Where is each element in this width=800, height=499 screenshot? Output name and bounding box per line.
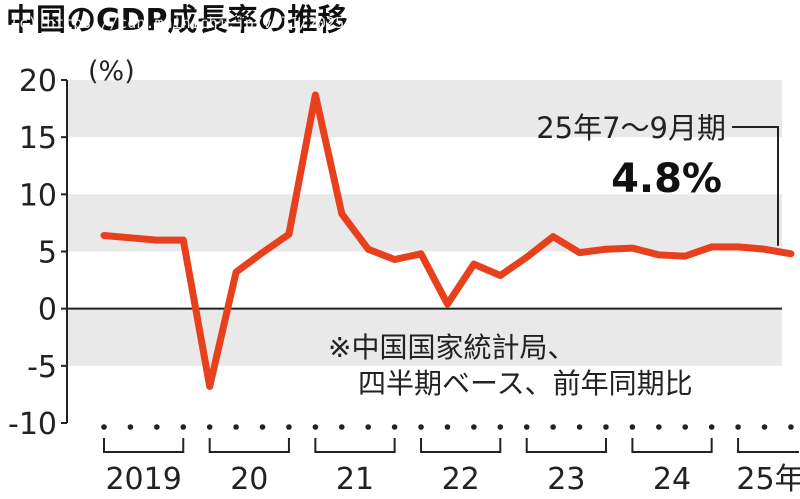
grid-band (67, 80, 782, 138)
x-quarter-dot (788, 424, 794, 430)
y-tick-label: -10 (8, 407, 57, 442)
x-quarter-dot (656, 424, 662, 430)
image-credit: (c) https://cdn.mainichi.jp/vol1/2025/10… (10, 14, 678, 32)
data-point (552, 236, 554, 238)
data-point (579, 252, 581, 254)
x-quarter-dot (550, 424, 556, 430)
data-point (737, 246, 739, 248)
x-quarter-dot (312, 424, 319, 430)
annotation-leader (732, 126, 779, 246)
y-tick-label: 0 (38, 293, 57, 328)
data-point (262, 252, 264, 254)
x-quarter-dot (497, 424, 504, 430)
x-year-label: 2019 (105, 462, 181, 497)
x-year-bracket (103, 438, 185, 453)
data-point (314, 94, 316, 96)
x-quarter-dot (523, 424, 530, 430)
x-quarter-dot (576, 424, 583, 430)
x-quarter-dot (735, 424, 741, 430)
data-point (605, 248, 607, 250)
y-tick-label: 5 (38, 236, 57, 271)
x-year-bracket (314, 438, 396, 453)
data-point (764, 248, 765, 250)
x-quarter-dot (233, 424, 239, 430)
x-quarter-dot (471, 424, 477, 430)
source-note-line-2: 四半期ベース、前年同期比 (358, 367, 693, 400)
data-point (790, 253, 792, 255)
x-year-label: 23 (547, 462, 585, 497)
x-quarter-dot (206, 424, 213, 430)
x-quarter-dot (418, 424, 424, 430)
x-quarter-dot (180, 424, 187, 430)
data-point (288, 233, 290, 235)
data-point (156, 239, 158, 241)
chart-title: 中国のGDP成長率の推移 (6, 3, 348, 38)
data-point (341, 213, 343, 215)
data-point (446, 303, 448, 305)
y-tick-label: -5 (27, 350, 57, 385)
x-quarter-dot (603, 424, 609, 430)
x-quarter-dot (286, 424, 292, 430)
x-year-bracket (208, 438, 290, 453)
data-point (182, 239, 184, 241)
y-tick-label: 15 (19, 121, 57, 156)
annotation-value: 4.8% (611, 156, 722, 202)
x-quarter-dot (338, 424, 345, 430)
x-year-bracket (420, 438, 502, 453)
y-axis: 20 15 10 5 0 -5 -10 (8, 64, 782, 442)
x-quarter-dot (444, 424, 451, 430)
x-quarter-dot (761, 424, 768, 430)
x-year-label: 21 (336, 462, 374, 497)
x-quarter-dot (259, 424, 266, 430)
x-year-bracket (631, 438, 713, 453)
data-point (420, 253, 422, 255)
x-quarter-dot (682, 424, 689, 430)
grid-band (67, 308, 782, 366)
source-note-line-1: ※中国国家統計局、 (328, 331, 575, 364)
data-point (129, 237, 131, 239)
data-point (631, 247, 633, 249)
x-quarter-dot (154, 424, 160, 430)
x-axis: 2019 20 21 22 23 24 25年 (101, 424, 800, 497)
x-quarter-dot (127, 424, 134, 430)
latest-value-annotation: 25年7〜9月期 4.8% (536, 111, 779, 246)
x-year-label: 24 (653, 462, 691, 497)
data-point (209, 385, 211, 387)
x-quarter-dot (629, 424, 636, 430)
data-point (499, 275, 501, 277)
x-year-label: 25年 (736, 462, 800, 497)
data-point (684, 255, 686, 257)
data-point (367, 248, 369, 250)
annotation-period: 25年7〜9月期 (536, 111, 726, 145)
x-quarter-dot (391, 424, 398, 430)
data-point (526, 256, 528, 258)
y-tick-label: 20 (19, 64, 57, 99)
y-axis-unit-label: (%) (88, 56, 135, 87)
x-year-label: 22 (442, 462, 480, 497)
series-line-group (100, 91, 795, 390)
y-tick-label: 10 (19, 178, 57, 213)
x-quarter-dot (708, 424, 715, 430)
x-quarter-dot (101, 424, 107, 430)
data-point (658, 254, 660, 256)
data-point (711, 246, 713, 248)
x-year-bracket (525, 438, 607, 453)
data-point (103, 234, 105, 236)
data-point (235, 271, 237, 273)
x-quarter-dot (365, 424, 372, 430)
x-year-label: 20 (230, 462, 268, 497)
x-year-bracket (737, 438, 799, 453)
data-point (473, 263, 475, 265)
data-point (394, 259, 396, 261)
